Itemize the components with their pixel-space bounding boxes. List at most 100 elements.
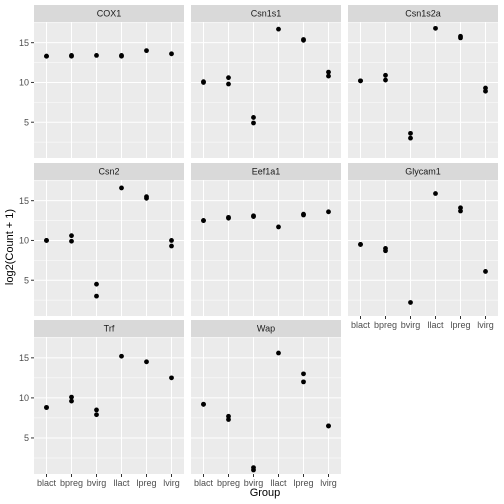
x-tick-label: lvirg <box>320 478 337 488</box>
y-tick-label: 15 <box>19 196 29 206</box>
data-point <box>276 350 281 356</box>
facet-strip-label: Csn1s1 <box>251 9 282 19</box>
data-point <box>251 115 256 120</box>
x-tick-label: lvirg <box>477 320 494 330</box>
data-point <box>44 53 49 59</box>
data-point <box>69 238 74 244</box>
data-point <box>408 135 413 141</box>
x-axis-title: Group <box>250 487 281 499</box>
facet-strip-label: COX1 <box>97 9 122 19</box>
data-point <box>201 79 206 85</box>
data-point <box>383 77 388 83</box>
data-point <box>326 69 331 75</box>
facet-strip <box>348 5 498 22</box>
data-point <box>144 359 149 365</box>
data-point <box>69 233 74 239</box>
facet-strip <box>348 163 498 180</box>
facet-csn1s1: Csn1s1 <box>191 5 341 158</box>
facet-panel <box>34 22 184 158</box>
x-tick-label: llact <box>113 478 130 488</box>
data-point <box>276 224 281 230</box>
x-tick-label: lpreg <box>293 478 313 488</box>
facet-strip-label: Trf <box>104 324 115 334</box>
data-point <box>94 53 99 58</box>
data-point <box>383 72 388 78</box>
x-tick-label: llact <box>427 320 444 330</box>
y-axis-title: log2(Count + 1) <box>4 209 16 285</box>
data-point <box>169 375 174 381</box>
data-point <box>226 75 231 81</box>
y-tick-label: 5 <box>24 117 29 127</box>
data-point <box>408 130 413 136</box>
facet-strip-label: Csn1s2a <box>405 9 441 19</box>
data-point <box>276 26 281 32</box>
data-point <box>251 214 256 219</box>
data-point <box>251 467 256 473</box>
x-tick-label: blact <box>194 478 214 488</box>
y-tick-label: 15 <box>19 353 29 363</box>
data-point <box>94 412 99 418</box>
data-point <box>301 379 306 385</box>
facet-strip-label: Csn2 <box>98 167 119 177</box>
facet-csn2: Csn2 5 10 15 <box>19 163 184 316</box>
facet-strip <box>34 320 184 337</box>
y-tick-label: 5 <box>24 275 29 285</box>
facet-strip-label: Wap <box>257 324 275 334</box>
y-tick-label: 15 <box>19 38 29 48</box>
x-tick-label: lvirg <box>163 478 180 488</box>
data-point <box>94 407 99 413</box>
data-point <box>169 243 174 249</box>
x-tick-label: bpreg <box>374 320 397 330</box>
x-tick-label: blact <box>37 478 57 488</box>
data-point <box>458 208 463 214</box>
data-point <box>201 218 206 223</box>
x-tick-label: blact <box>351 320 371 330</box>
data-point <box>119 185 124 191</box>
facet-strip-label: Eef1a1 <box>252 167 281 177</box>
y-tick-label: 5 <box>24 433 29 443</box>
facet-panel <box>34 180 184 316</box>
data-point <box>69 398 74 404</box>
facet-strip <box>191 163 341 180</box>
data-point <box>169 238 174 243</box>
data-point <box>144 48 149 54</box>
facet-strip-label: Glycam1 <box>405 167 441 177</box>
data-point <box>119 353 124 359</box>
data-point <box>44 238 49 243</box>
facet-panel <box>191 22 341 158</box>
data-point <box>301 371 306 377</box>
data-point <box>69 53 74 58</box>
data-point <box>94 281 99 287</box>
y-tick-label: 10 <box>19 236 29 246</box>
y-tick-label: 10 <box>19 393 29 403</box>
data-point <box>483 269 488 274</box>
data-point <box>226 215 231 221</box>
x-tick-label: bvirg <box>244 478 264 488</box>
facet-eef1a1: Eef1a1 <box>191 163 341 316</box>
data-point <box>226 417 231 422</box>
data-point <box>119 53 124 58</box>
data-point <box>226 81 231 87</box>
data-point <box>408 300 413 305</box>
data-point <box>201 401 206 407</box>
facet-panel <box>348 180 498 316</box>
data-point <box>458 35 463 41</box>
x-tick-label: lpreg <box>450 320 470 330</box>
data-point <box>358 78 363 84</box>
data-point <box>433 191 438 196</box>
facet-trf: Trf 5 10 15 blact bpreg bvirg llact lpreg lvirg <box>19 320 184 488</box>
facet-strip <box>191 320 341 337</box>
x-tick-label: bvirg <box>87 478 107 488</box>
facet-grid: COX1 5 10 15 Csn1s1 Csn1s2a Csn2 5 10 15 Eef1a1 Gly… <box>19 5 498 488</box>
x-tick-label: bpreg <box>60 478 83 488</box>
data-point <box>326 73 331 79</box>
data-point <box>326 423 331 429</box>
x-tick-label: bvirg <box>401 320 421 330</box>
facet-cox1: COX1 5 10 15 <box>19 5 184 158</box>
facet-strip <box>191 5 341 22</box>
facet-panel <box>191 337 341 474</box>
data-point <box>144 195 149 201</box>
facet-panel <box>34 337 184 474</box>
data-point <box>169 51 174 57</box>
